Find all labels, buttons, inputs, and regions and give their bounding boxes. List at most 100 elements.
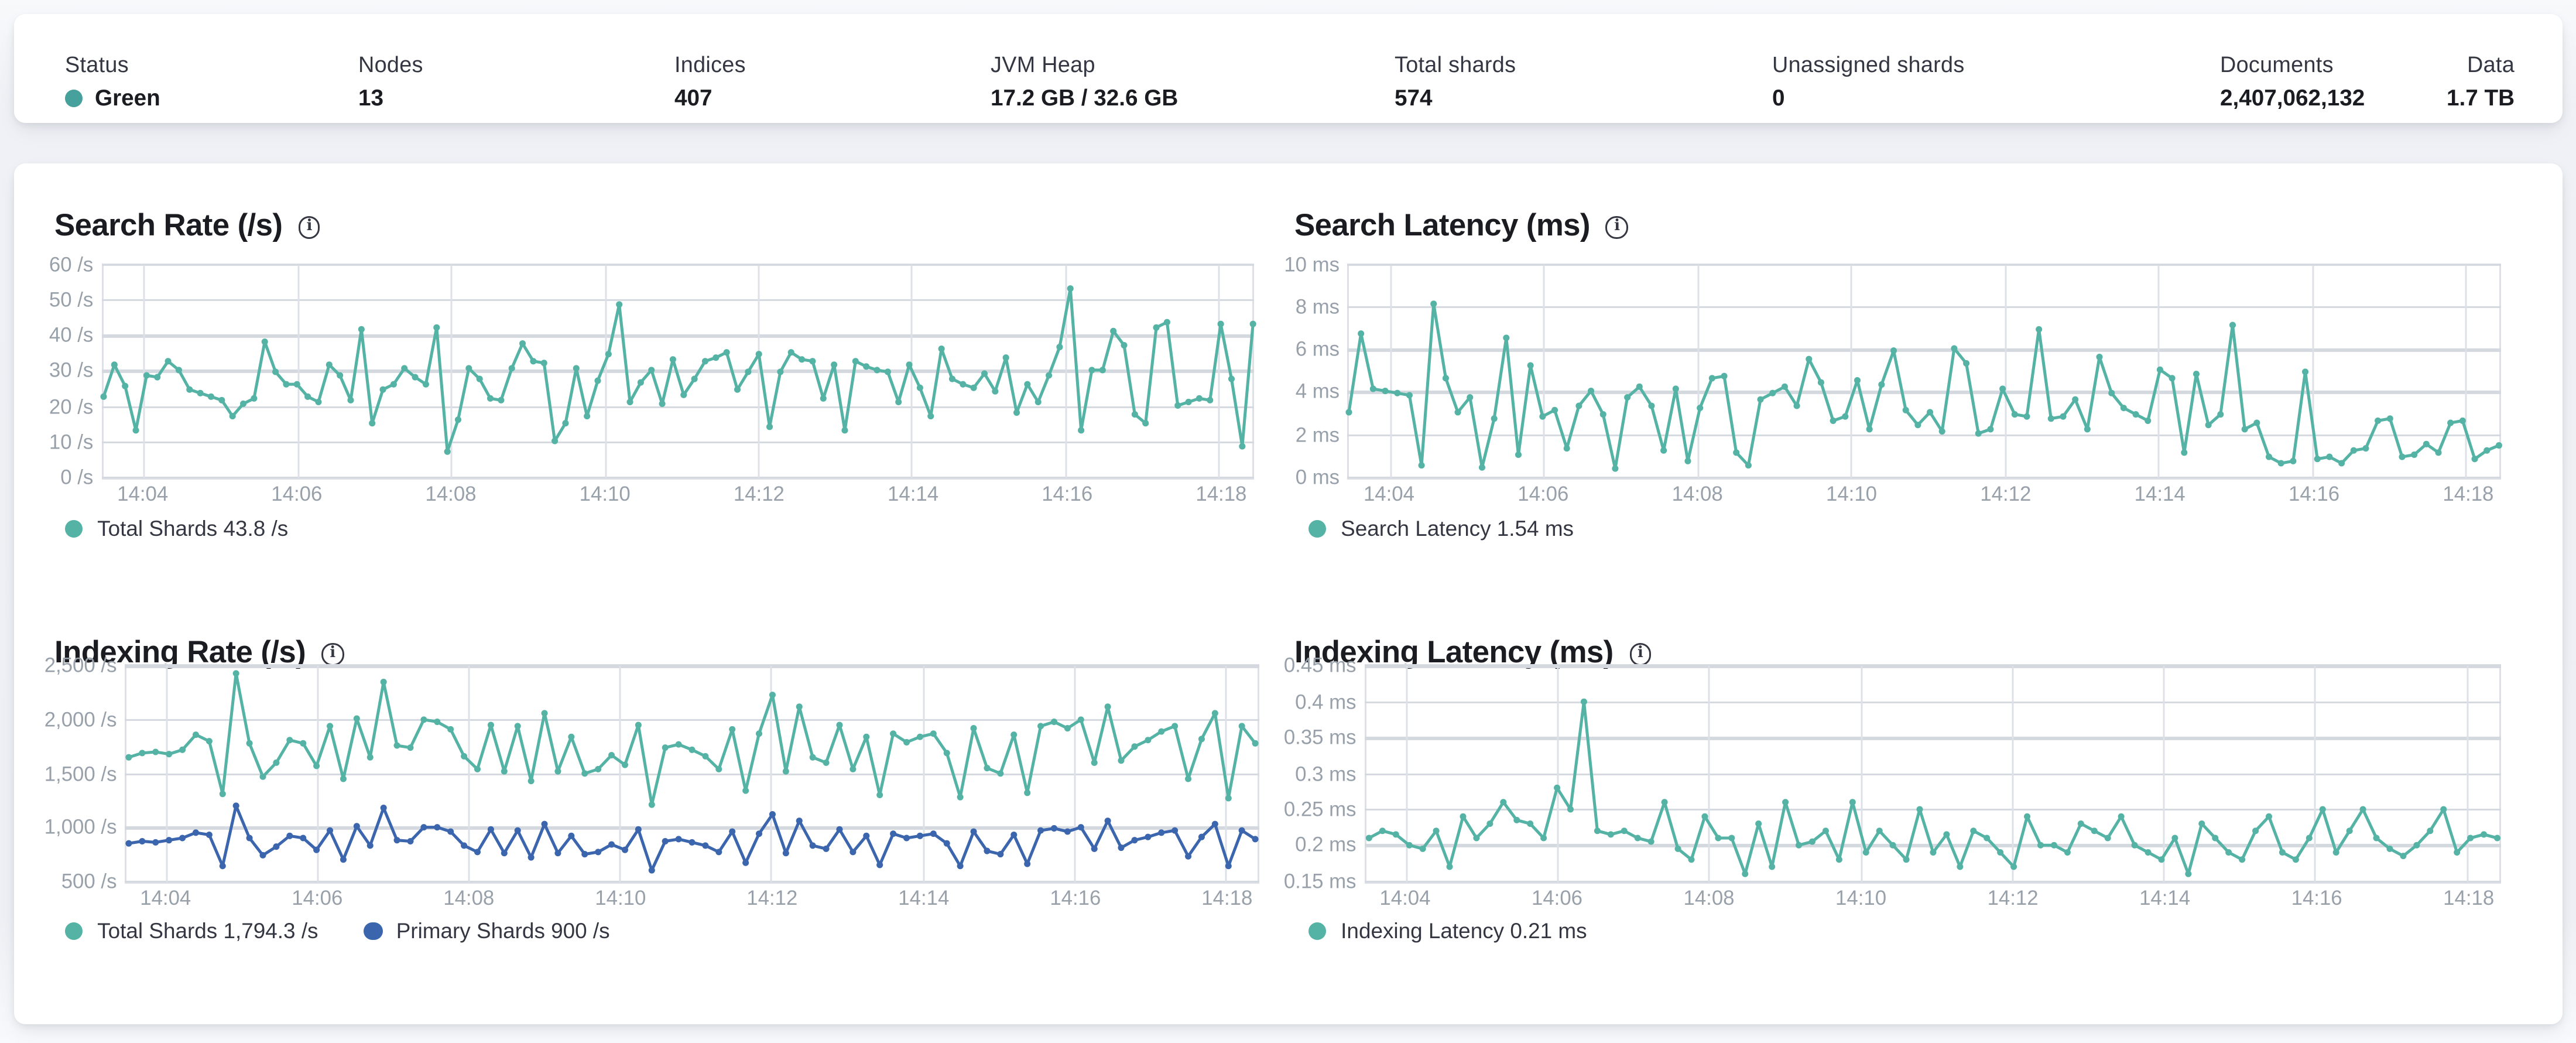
indexing-latency-plot-area[interactable]: 0.45 ms 0.4 ms 0.35 ms 0.3 ms 0.25 ms 0.2 ms 0… [1284, 655, 2501, 893]
data-point [1830, 416, 1837, 424]
x-gridline [1708, 666, 1711, 882]
legend-item: Indexing Latency 0.21 ms [1308, 919, 1587, 944]
data-point [769, 811, 776, 818]
data-point [186, 385, 193, 392]
indexing-rate-chart: Indexing Rate (/s) i 2,500 /s 2,000 /s 1,5… [14, 164, 2562, 1024]
data-point [407, 745, 414, 752]
data-point [2338, 459, 2345, 466]
x-gridline [450, 265, 453, 478]
data-point [2493, 835, 2500, 842]
x-axis-label: 14:08 [425, 483, 477, 507]
x-axis-label: 14:06 [292, 887, 343, 910]
info-icon[interactable]: i [298, 216, 321, 238]
data-point [1382, 387, 1389, 394]
legend-dot-icon [1308, 520, 1327, 539]
data-point [1862, 849, 1869, 856]
y-axis-label: 0.45 ms [1283, 655, 1356, 678]
search-latency-plot-area[interactable]: 10 ms 8 ms 6 ms 4 ms 2 ms 0 ms [1284, 254, 2503, 489]
stat-value: 0 [1772, 84, 1785, 111]
data-point [782, 850, 789, 857]
data-point [1564, 444, 1571, 452]
stat-label: Nodes [358, 52, 423, 77]
data-point [1088, 366, 1095, 373]
data-point [809, 843, 816, 850]
data-point [1077, 717, 1084, 724]
data-point [514, 723, 521, 730]
y-gridline [1364, 844, 2501, 847]
data-point [742, 788, 749, 795]
data-point [1987, 425, 1995, 432]
data-point [1419, 846, 1426, 853]
data-point [1818, 378, 1825, 385]
data-point [1889, 842, 1896, 849]
legend-item: Search Latency 1.54 ms [1308, 517, 1574, 542]
data-point [2181, 449, 2188, 456]
data-point [1419, 461, 1426, 469]
x-gridline [143, 265, 145, 478]
chart-legend: Total Shards 1,794.3 /s Primary Shards 9… [65, 919, 610, 944]
data-point [2345, 828, 2352, 835]
data-point [474, 766, 481, 773]
data-point [1445, 864, 1453, 871]
data-point [1728, 835, 1735, 842]
stat-label: Status [65, 52, 129, 77]
data-point [1120, 341, 1127, 348]
data-point [2205, 421, 2212, 428]
x-gridline [2314, 666, 2317, 882]
search-latency-chart: Search Latency (ms) i 10 ms 8 ms 6 ms 4 ms 2… [14, 164, 2562, 1024]
data-point [608, 752, 615, 759]
search-rate-plot-area[interactable]: 60 /s 50 /s 40 /s 30 /s 20 /s 10 /s 0 /s [49, 254, 1256, 489]
data-point [2048, 415, 2055, 422]
info-icon[interactable]: i [1629, 643, 1652, 665]
data-point [1927, 408, 1934, 415]
data-point [2145, 416, 2152, 424]
data-point [690, 375, 697, 382]
indexing-rate-plot-area[interactable]: 2,500 /s 2,000 /s 1,500 /s 1,000 /s 500 /s [44, 655, 1259, 893]
data-point [841, 426, 848, 433]
data-point [1835, 857, 1842, 864]
y-axis-label: 4 ms [1295, 381, 1340, 404]
data-point [930, 831, 937, 838]
legend-dot-icon [364, 922, 382, 941]
data-point [1491, 415, 1498, 422]
x-gridline [2465, 265, 2468, 478]
data-point [2332, 849, 2339, 856]
data-point [2453, 849, 2460, 856]
data-point [2302, 368, 2309, 375]
data-point [701, 357, 708, 364]
x-axis-label: 14:16 [1050, 887, 1101, 910]
data-point [662, 838, 669, 845]
data-point [1158, 830, 1165, 837]
data-point [340, 776, 347, 783]
data-point [420, 824, 427, 832]
data-point [2198, 820, 2205, 827]
stat-label: Total shards [1395, 52, 1516, 77]
info-icon[interactable]: i [321, 643, 344, 665]
data-point [2023, 412, 2031, 419]
chart-title-text: Search Latency (ms) [1294, 207, 1591, 243]
data-point [702, 843, 709, 850]
data-point [782, 768, 789, 775]
data-point [765, 423, 772, 430]
data-point [527, 778, 535, 785]
data-point [1091, 846, 1098, 853]
data-point [286, 737, 293, 744]
data-point [636, 378, 643, 385]
data-point [863, 833, 870, 840]
x-axis-label: 14:08 [1683, 887, 1735, 910]
data-point [422, 380, 429, 387]
data-point [1714, 835, 1721, 842]
data-point [2242, 425, 2249, 432]
data-point [662, 745, 669, 752]
data-point [261, 338, 268, 345]
data-point [125, 754, 132, 761]
data-point [1902, 857, 1909, 864]
data-point [1540, 835, 1547, 842]
health-status-text: Green [95, 84, 160, 111]
y-axis-label: 60 /s [49, 253, 94, 276]
info-icon[interactable]: i [1605, 216, 1628, 238]
data-point [2266, 453, 2273, 460]
data-point [1903, 406, 1910, 413]
data-point [1211, 821, 1218, 828]
data-point [1768, 864, 1775, 871]
